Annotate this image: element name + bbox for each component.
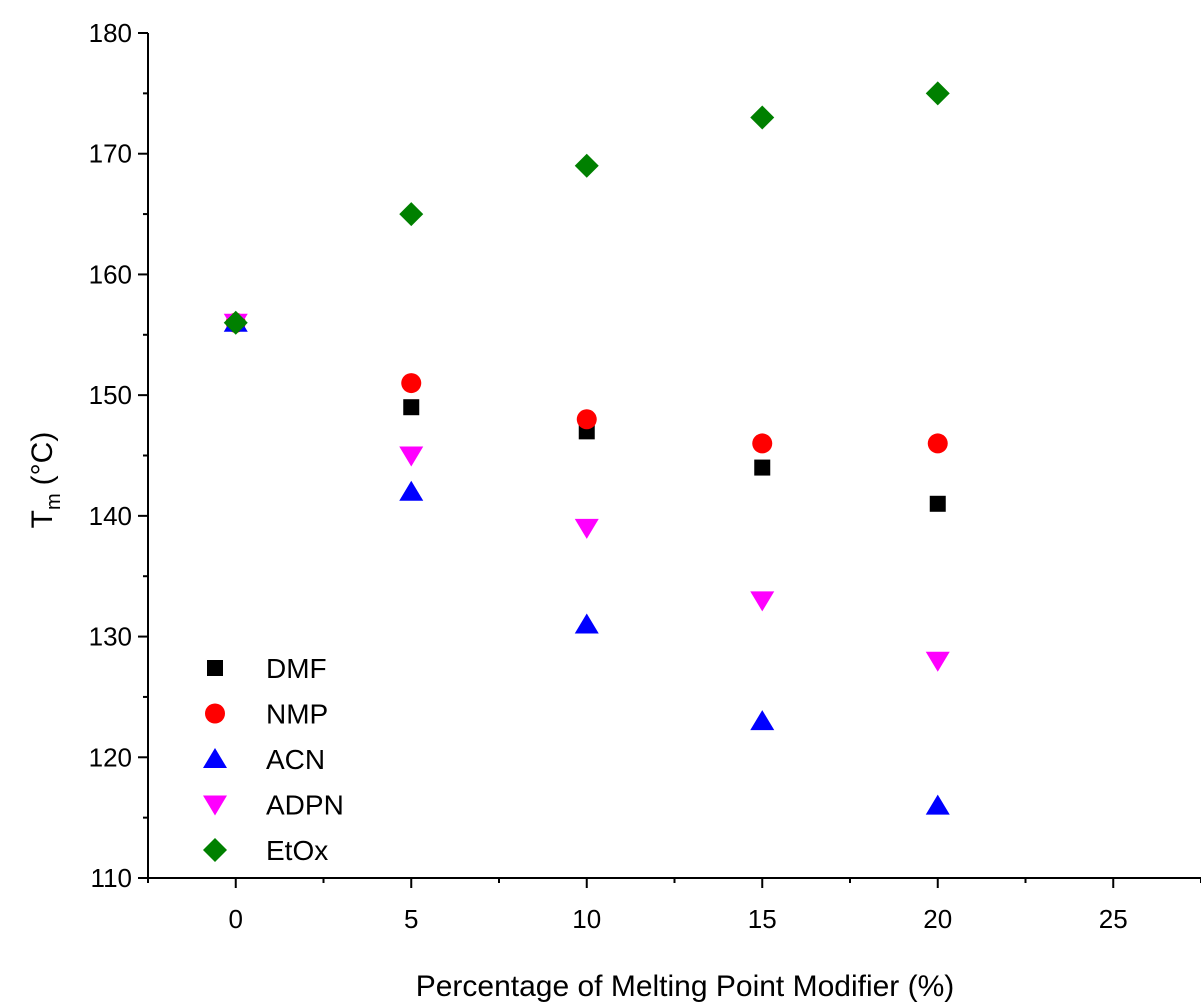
y-tick-label: 120: [89, 742, 132, 772]
y-tick-label: 150: [89, 380, 132, 410]
legend-marker-dmf: [207, 660, 223, 676]
x-tick-label: 5: [404, 904, 418, 934]
data-point-dmf: [403, 399, 420, 416]
data-point-etox: [399, 202, 424, 227]
data-point-adpn: [399, 446, 424, 467]
x-tick-label: 0: [229, 904, 243, 934]
legend-marker-adpn: [203, 795, 227, 816]
series-etox: [223, 81, 950, 335]
legend-marker-acn: [203, 748, 227, 768]
x-tick-label: 15: [748, 904, 777, 934]
y-tick-label: 160: [89, 259, 132, 289]
data-point-etox: [223, 310, 248, 335]
legend-label: ADPN: [266, 790, 344, 821]
data-point-dmf: [929, 495, 946, 512]
svg-text:Tm(°C): Tm (°C): [26, 432, 65, 529]
data-point-acn: [750, 710, 775, 731]
legend-item-acn: ACN: [203, 744, 325, 775]
data-point-acn: [925, 794, 950, 815]
data-point-adpn: [925, 651, 950, 672]
legend-marker-nmp: [205, 703, 225, 724]
x-tick-label: 20: [923, 904, 952, 934]
data-point-etox: [750, 105, 775, 130]
legend-marker-etox: [203, 838, 227, 862]
legend-label: ACN: [266, 744, 325, 775]
y-axis-title-subscript: m: [43, 493, 65, 510]
data-point-etox: [574, 153, 599, 178]
y-axis-title: Tm (°C): [26, 432, 65, 529]
legend-item-adpn: ADPN: [203, 790, 344, 821]
x-tick-label: 10: [572, 904, 601, 934]
y-tick-label: 180: [89, 18, 132, 48]
data-point-nmp: [576, 409, 597, 430]
legend-label: NMP: [266, 699, 328, 730]
data-point-nmp: [401, 373, 422, 394]
data-point-etox: [925, 81, 950, 106]
legend-item-etox: EtOx: [203, 835, 328, 866]
x-tick-label: 25: [1099, 904, 1128, 934]
axis-ticks: 110 120 130 140 150 160 170 180 0 5 10 15 20 25: [89, 18, 1201, 934]
data-points: [223, 81, 950, 815]
series-acn: [223, 311, 950, 815]
legend-label: DMF: [266, 653, 327, 684]
x-axis-title: Percentage of Melting Point Modifier (%): [416, 970, 955, 1003]
y-tick-label: 110: [91, 863, 132, 893]
data-point-adpn: [574, 518, 599, 539]
data-point-acn: [399, 480, 424, 501]
legend-label: EtOx: [266, 835, 328, 866]
legend-item-dmf: DMF: [207, 653, 327, 684]
y-tick-label: 170: [89, 139, 132, 169]
y-tick-label: 130: [89, 622, 132, 652]
data-point-nmp: [927, 433, 948, 454]
y-axis-title-unit: (°C): [26, 432, 59, 486]
legend-item-nmp: NMP: [205, 699, 328, 730]
data-point-acn: [574, 613, 599, 634]
data-point-adpn: [750, 591, 775, 612]
data-point-dmf: [754, 459, 771, 476]
y-tick-label: 140: [89, 501, 132, 531]
legend: DMF NMP ACN ADPN EtOx: [203, 653, 344, 866]
data-point-nmp: [752, 433, 773, 454]
y-axis-title-main: T: [26, 510, 59, 528]
